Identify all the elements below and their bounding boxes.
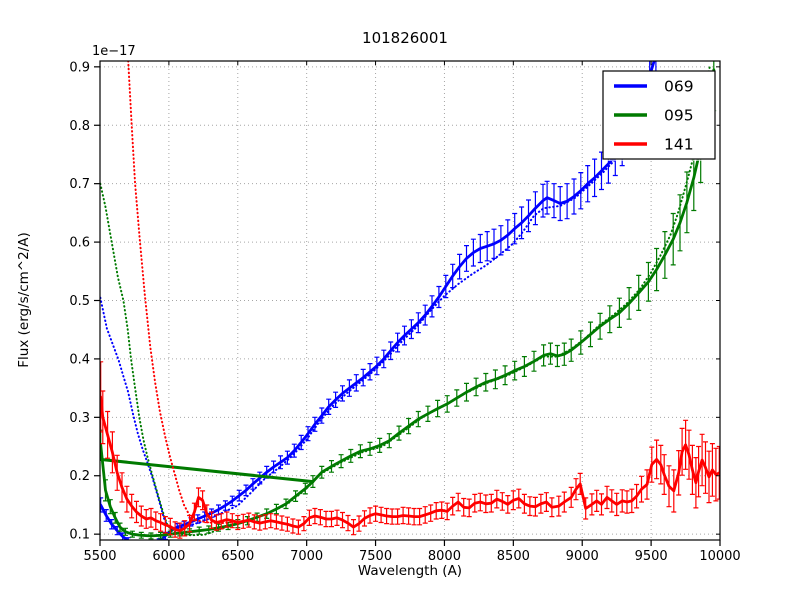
series-141-errorbars — [100, 361, 720, 539]
x-tick-label: 9000 — [566, 549, 599, 564]
x-tick-label: 7500 — [359, 549, 392, 564]
series-095-line — [100, 68, 716, 538]
y-axis-offset-label: 1e−17 — [92, 44, 136, 59]
y-tick-label: 0.1 — [69, 528, 90, 543]
legend-label-095: 095 — [664, 107, 694, 125]
series-069-line — [100, 61, 656, 540]
y-tick-label: 0.3 — [69, 411, 90, 426]
x-tick-label: 6500 — [221, 549, 254, 564]
x-tick-label: 8500 — [497, 549, 530, 564]
x-tick-label: 6000 — [152, 549, 185, 564]
series-095-baseline-segment — [100, 457, 315, 484]
y-tick-label: 0.9 — [69, 60, 90, 75]
x-tick-label: 5500 — [83, 549, 116, 564]
series-141-dotted-line — [127, 61, 239, 525]
x-tick-label: 10000 — [699, 549, 740, 564]
y-tick-label: 0.5 — [69, 294, 90, 309]
series-069-dotted-line — [100, 61, 655, 531]
x-tick-label: 7000 — [290, 549, 323, 564]
y-tick-label: 0.6 — [69, 236, 90, 251]
y-tick-label: 0.7 — [69, 177, 90, 192]
series-095-dotted-line — [100, 65, 711, 537]
legend-label-069: 069 — [664, 78, 694, 96]
chart-title-text: 101826001 — [362, 29, 448, 47]
legend-label-141: 141 — [664, 136, 694, 154]
chart-title: 101826001 — [0, 29, 800, 47]
x-tick-label: 8000 — [428, 549, 461, 564]
x-axis-label: Wavelength (A) — [357, 563, 463, 579]
y-tick-label: 0.8 — [69, 119, 90, 134]
series-141-line — [100, 395, 720, 533]
y-tick-label: 0.4 — [69, 352, 90, 367]
x-tick-label: 9500 — [635, 549, 668, 564]
y-tick-label: 0.2 — [69, 469, 90, 484]
